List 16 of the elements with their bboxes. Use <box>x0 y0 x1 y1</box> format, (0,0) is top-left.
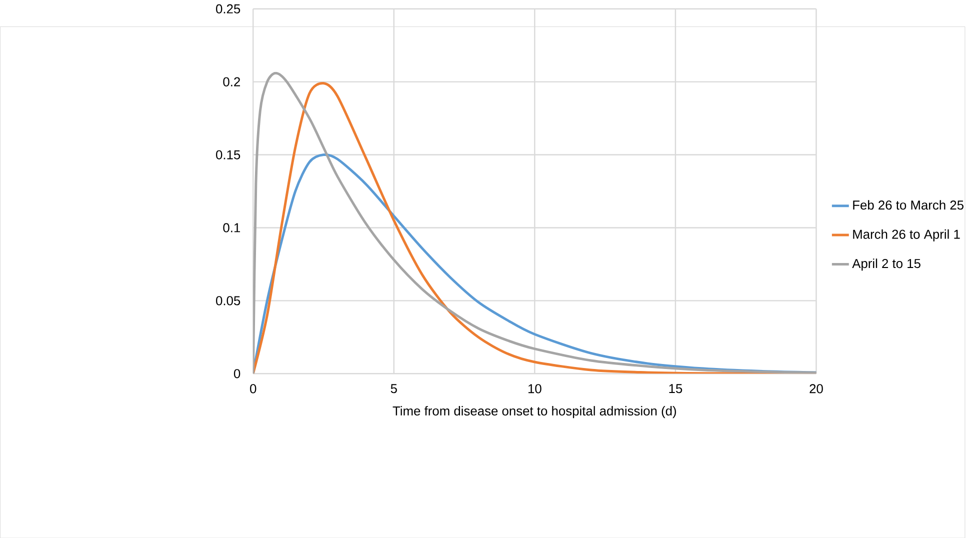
y-tick-label: 0.2 <box>223 77 240 86</box>
y-tick-label: 0.15 <box>216 150 240 160</box>
x-axis-title: Time from disease onset to hospital admission (d) <box>392 406 676 418</box>
x-tick-label: 5 <box>390 384 397 394</box>
y-tick-label: 0.1 <box>223 223 240 232</box>
y-tick-label: 0 <box>234 368 240 378</box>
y-tick-label: 0.05 <box>216 296 240 306</box>
x-tick-label: 15 <box>669 384 682 394</box>
x-tick-label: 20 <box>810 384 823 394</box>
x-tick-label: 10 <box>528 384 542 394</box>
x-tick-label: 0 <box>250 384 256 394</box>
line-series <box>253 153 816 374</box>
y-tick-label: 0.25 <box>216 4 240 14</box>
legend-label: Feb 26 to March 25 <box>853 200 964 210</box>
legend-label: April 2 to 15 <box>852 258 920 271</box>
legend-label: March 26 to April 1 <box>853 229 960 242</box>
